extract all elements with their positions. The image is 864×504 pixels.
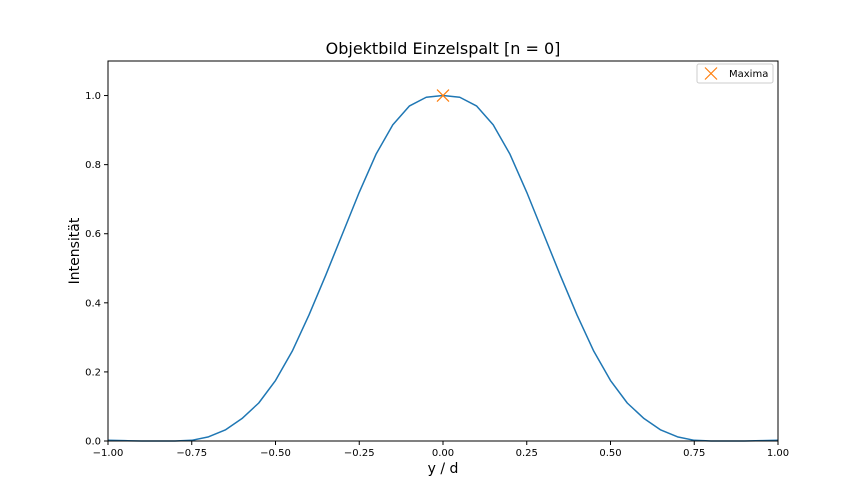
y-axis-ticks: 0.0 0.2 0.4 0.6 0.8 1.0 <box>85 91 108 448</box>
x-tick-label: −0.25 <box>344 448 375 459</box>
y-tick-label: 0.0 <box>85 437 101 448</box>
x-axis-ticks: −1.00 −0.75 −0.50 −0.25 0.00 0.25 0.50 0.75 1.00 <box>93 441 789 459</box>
y-tick-label: 0.6 <box>85 229 101 240</box>
y-axis-label: Intensität <box>67 217 83 284</box>
x-axis-label: y / d <box>428 461 459 477</box>
y-tick-label: 0.8 <box>85 160 101 171</box>
x-tick-label: −0.50 <box>260 448 291 459</box>
x-tick-label: 0.75 <box>683 448 705 459</box>
x-tick-label: 0.00 <box>432 448 454 459</box>
x-tick-label: −0.75 <box>176 448 207 459</box>
legend: Maxima <box>696 63 774 84</box>
maxima-point <box>436 89 450 102</box>
y-tick-label: 0.4 <box>85 298 101 309</box>
y-tick-label: 1.0 <box>85 91 101 102</box>
legend-maxima-label: Maxima <box>729 69 768 80</box>
chart-title: Objektbild Einzelspalt [n = 0] <box>326 39 561 58</box>
x-tick-label: 0.50 <box>599 448 621 459</box>
legend-maxima-marker <box>704 67 718 80</box>
y-tick-label: 0.2 <box>85 367 101 378</box>
x-tick-label: 1.00 <box>767 448 789 459</box>
plot-area <box>107 89 779 442</box>
x-tick-label: −1.00 <box>93 448 124 459</box>
x-tick-label: 0.25 <box>516 448 538 459</box>
